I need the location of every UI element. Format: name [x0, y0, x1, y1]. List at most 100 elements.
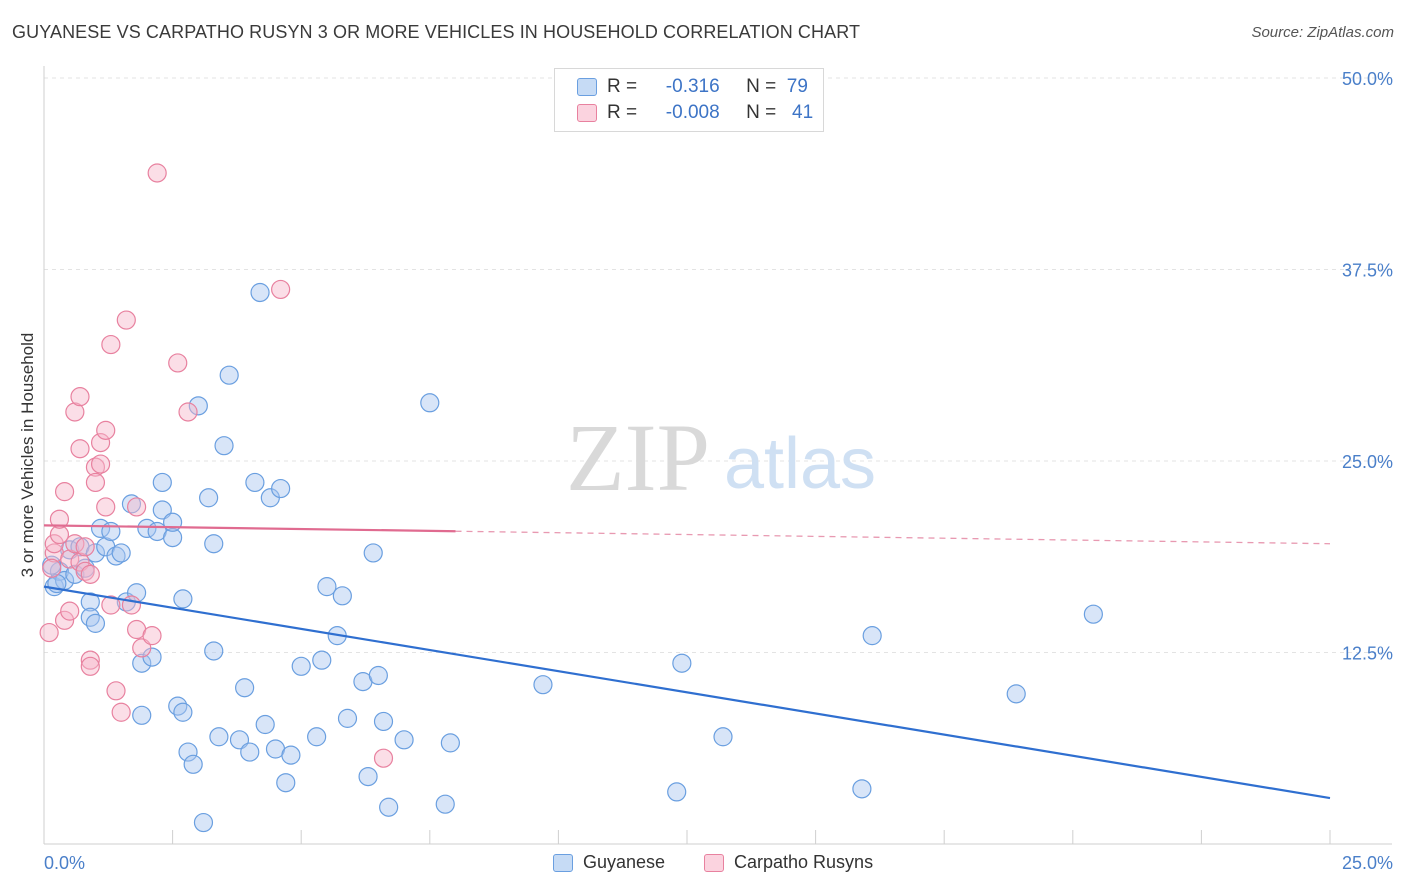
carpatho-rusyns-point [54, 610, 75, 630]
guyanese-point [106, 546, 126, 566]
y-tick-label: 25.0% [1342, 452, 1393, 472]
guyanese-point [307, 727, 327, 747]
legend-item-guyanese[interactable]: Guyanese [553, 852, 665, 873]
guyanese-point [420, 393, 440, 413]
guyanese-point [235, 678, 255, 698]
guyanese-point [209, 727, 229, 747]
guyanese-point [132, 705, 152, 725]
guyanese-point [1083, 604, 1103, 624]
r-label: R = [607, 76, 638, 97]
carpatho-rusyns-point [101, 334, 121, 355]
guyanese-point [204, 641, 224, 661]
carpatho-rusyns-point [54, 482, 75, 502]
guyanese-point [80, 607, 100, 627]
guyanese-point [276, 773, 296, 793]
guyanese-point [183, 754, 203, 774]
guyanese-point [440, 733, 460, 753]
guyanese-point [193, 812, 214, 833]
guyanese-point [255, 714, 275, 735]
carpatho-rusyns-point [85, 457, 106, 477]
carpatho-rusyns-point [60, 601, 80, 621]
carpatho-rusyns-point [178, 402, 198, 422]
carpatho-rusyns-point [70, 552, 90, 572]
guyanese-point [332, 586, 352, 606]
guyanese-point [862, 626, 882, 646]
guyanese-point [672, 653, 692, 673]
guyanese-point [163, 512, 183, 532]
legend-item-carpatho-rusyns[interactable]: Carpatho Rusyns [704, 852, 873, 873]
guyanese-trend-line [43, 585, 1331, 800]
carpatho-rusyns-point [132, 638, 152, 658]
legend-swatch-blue [577, 78, 597, 96]
carpatho-rusyns-point [80, 656, 100, 676]
gridlines [44, 77, 1392, 653]
carpatho-rusyns-point [75, 537, 95, 557]
guyanese-point [214, 436, 234, 456]
guyanese-point [713, 727, 733, 747]
guyanese-point [173, 589, 193, 609]
y-tick-label: 12.5% [1342, 644, 1393, 664]
axes [43, 66, 1392, 845]
guyanese-point [85, 543, 106, 563]
guyanese-point [379, 797, 399, 817]
guyanese-point [317, 577, 337, 597]
carpatho-rusyns-point [65, 402, 85, 422]
guyanese-point [168, 696, 188, 716]
carpatho-rusyns-point [75, 561, 95, 581]
guyanese-point [219, 365, 239, 385]
n-value: 79 [786, 76, 808, 97]
legend-swatch-blue [553, 853, 573, 872]
carpatho-rusyns-point [42, 558, 62, 578]
carpatho-rusyns-point [126, 497, 147, 517]
n-value: 41 [792, 102, 814, 123]
guyanese-point [178, 742, 198, 762]
r-label: R = [607, 102, 638, 123]
y-tick-label: 50.0% [1342, 69, 1393, 89]
carpatho-rusyns-point [70, 439, 90, 459]
watermark-zip: ZIP [566, 404, 710, 511]
guyanese-point [312, 650, 332, 670]
series-legend: Guyanese Carpatho Rusyns [0, 852, 1406, 878]
guyanese-point [49, 561, 70, 581]
tick-labels: 12.5% 25.0% 37.5% 50.0% 0.0% 25.0% [44, 69, 1393, 873]
guyanese-point [373, 711, 394, 732]
guyanese-point [394, 730, 414, 750]
carpatho-rusyns-point [85, 472, 106, 493]
stats-row-guyanese: R = -0.316 N = 79 [577, 75, 808, 99]
carpatho-rusyns-point [101, 595, 121, 615]
carpatho-rusyns-point [121, 595, 142, 615]
carpatho-rusyns-point [271, 279, 291, 300]
carpatho-rusyns-point [44, 534, 64, 554]
r-value: -0.316 [665, 76, 720, 97]
carpatho-rusyns-trend-line-extension [455, 530, 1331, 545]
chart-title: GUYANESE VS CARPATHO RUSYN 3 OR MORE VEH… [12, 22, 861, 42]
source-label: Source: ZipAtlas.com [1251, 24, 1394, 41]
y-tick-label: 37.5% [1342, 261, 1393, 281]
guyanese-point [250, 282, 270, 303]
guyanese-point [163, 527, 183, 548]
carpatho-rusyns-point [90, 454, 111, 474]
guyanese-point [121, 494, 142, 514]
carpatho-rusyns-point [70, 387, 90, 407]
watermark: ZIP atlas [566, 404, 876, 511]
guyanese-point [173, 702, 193, 722]
legend-swatch-pink [577, 104, 597, 122]
guyanese-point [152, 472, 172, 493]
watermark-atlas: atlas [724, 424, 876, 504]
guyanese-point [188, 396, 208, 416]
carpatho-rusyns-point [96, 497, 116, 517]
legend-label: Guyanese [583, 852, 666, 872]
guyanese-point [291, 656, 311, 676]
carpatho-rusyns-point [168, 353, 188, 373]
legend-label: Carpatho Rusyns [734, 852, 874, 872]
carpatho-rusyns-trend-line [43, 524, 456, 533]
n-label: N = [746, 102, 777, 123]
carpatho-rusyns-point [96, 420, 116, 440]
carpatho-rusyns-point [80, 650, 100, 670]
guyanese-point [337, 708, 358, 728]
guyanese-point [240, 742, 260, 762]
carpatho-rusyns-point [373, 748, 394, 768]
guyanese-point [368, 665, 388, 686]
guyanese-point [132, 653, 152, 673]
guyanese-point [245, 472, 265, 493]
